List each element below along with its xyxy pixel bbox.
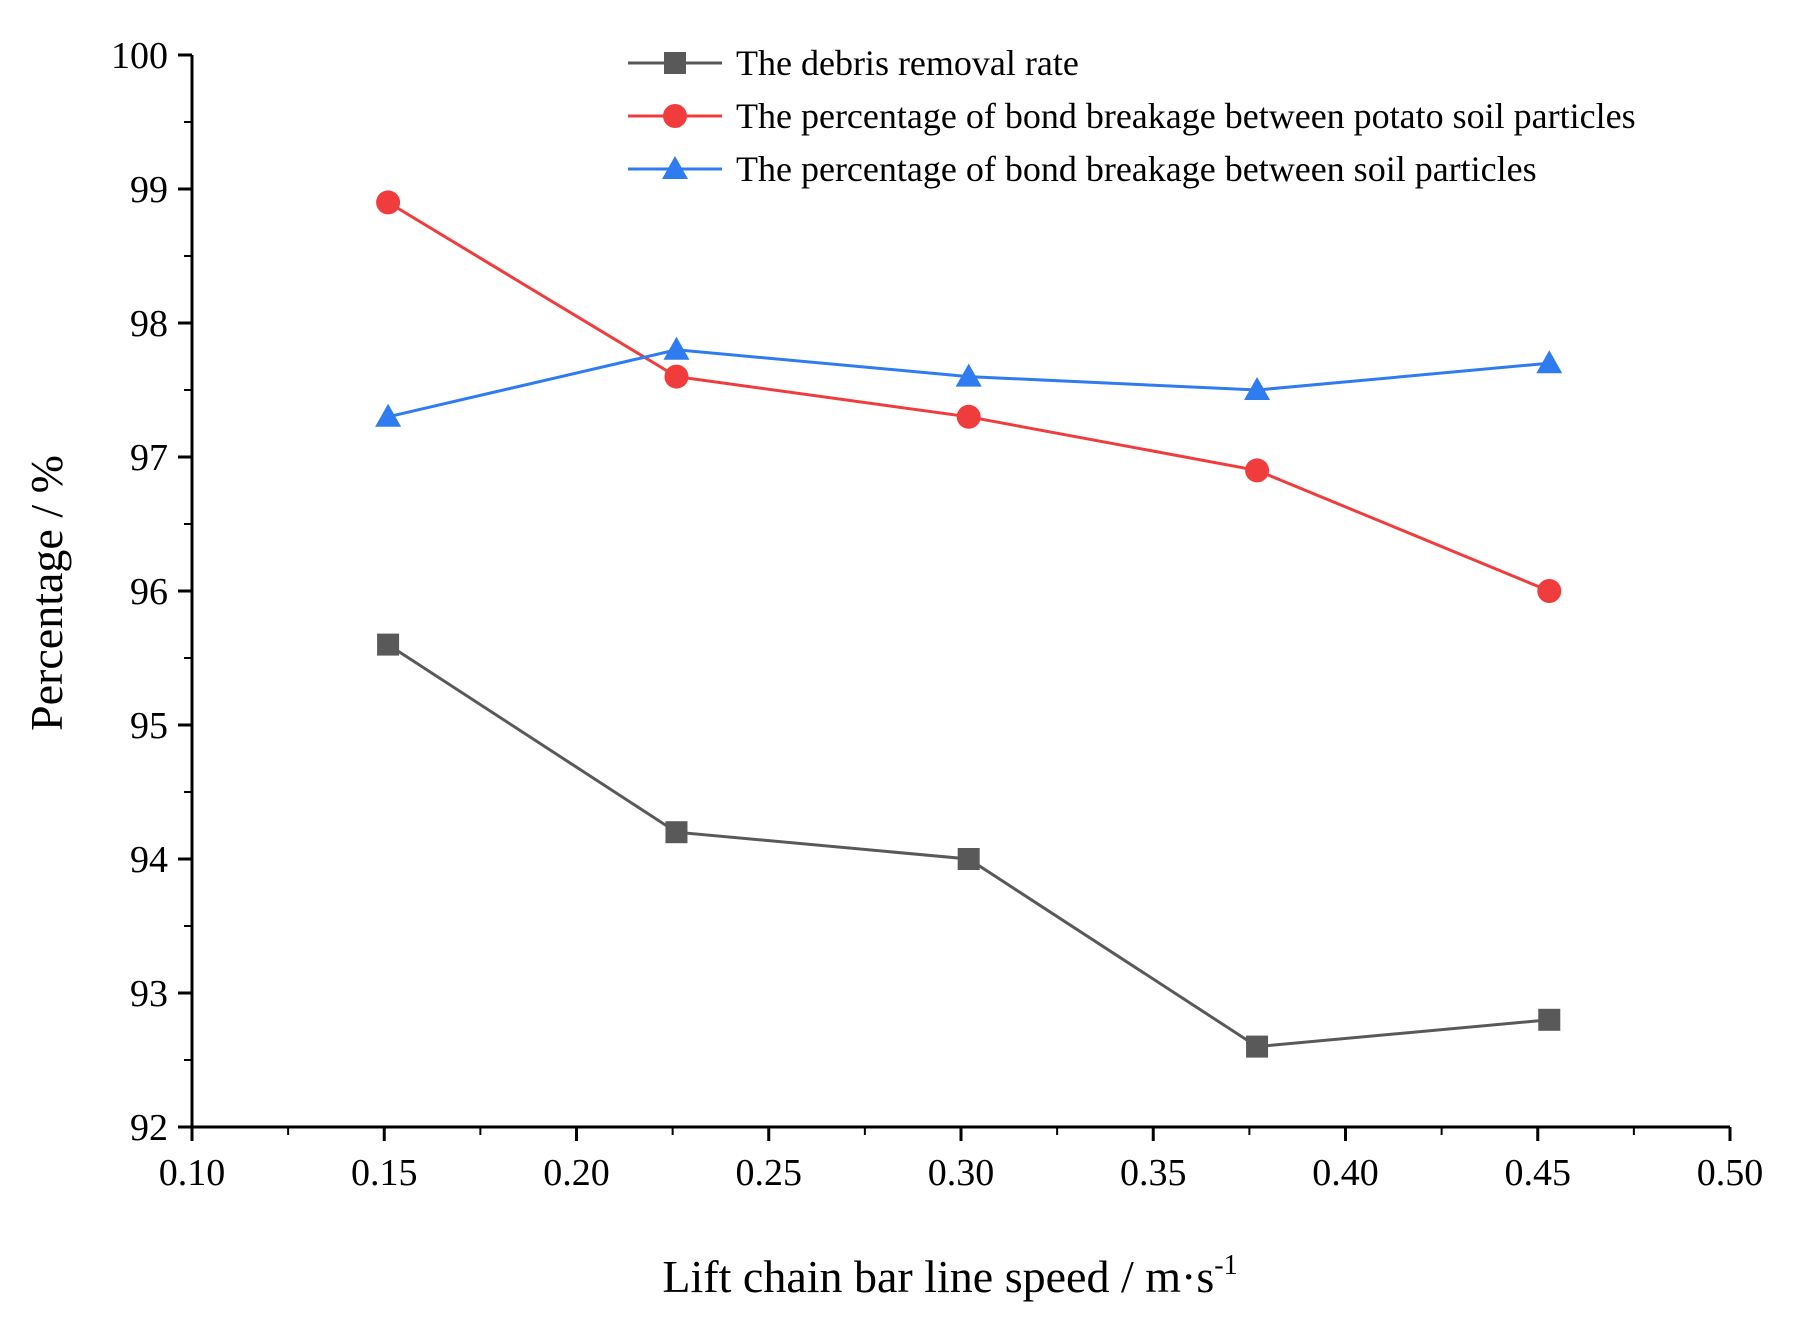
y-tick-label: 92 xyxy=(130,1107,168,1149)
y-tick-label: 98 xyxy=(130,303,168,345)
series-1-point xyxy=(665,821,688,844)
legend-label: The debris removal rate xyxy=(736,43,1079,83)
series-3-point xyxy=(955,363,982,387)
series-1-point xyxy=(957,848,980,870)
series-2-point xyxy=(376,190,401,215)
series-3-point xyxy=(663,336,690,360)
y-tick-label: 95 xyxy=(130,705,168,747)
legend-item: The debris removal rate xyxy=(628,43,1079,83)
x-axis-ticks: 0.10 0.15 0.20 0.25 0.30 0.35 0.40 0.45 0.50 xyxy=(159,1127,1764,1194)
series-3-point xyxy=(1244,377,1271,400)
y-tick-label: 93 xyxy=(130,973,168,1015)
series-2-point xyxy=(664,364,689,389)
y-axis-ticks: 92 93 94 95 96 97 98 99 100 xyxy=(111,35,192,1149)
x-tick-label: 0.30 xyxy=(928,1152,995,1194)
series-1 xyxy=(377,633,1561,1058)
x-tick-label: 0.35 xyxy=(1120,1152,1187,1194)
series-1-line xyxy=(387,643,1550,1049)
series-2-line xyxy=(387,201,1550,593)
y-tick-label: 96 xyxy=(130,571,168,613)
series-2-point xyxy=(956,404,981,429)
series-3 xyxy=(375,336,1563,427)
x-tick-label: 0.10 xyxy=(159,1152,226,1194)
legend-marker xyxy=(664,52,686,74)
axes xyxy=(190,55,1730,1129)
series-1-point xyxy=(1538,1008,1561,1031)
x-axis-title: Lift chain bar line speed / m·s-1 xyxy=(662,1250,1237,1302)
series-1-point xyxy=(1246,1035,1269,1058)
series-2-point xyxy=(1537,579,1562,603)
y-tick-label: 97 xyxy=(130,437,168,479)
series-2 xyxy=(376,190,1562,603)
y-tick-label: 99 xyxy=(130,169,168,211)
x-tick-label: 0.15 xyxy=(351,1152,418,1194)
x-tick-label: 0.40 xyxy=(1312,1152,1379,1194)
y-tick-label: 94 xyxy=(130,839,168,881)
series-1-point xyxy=(377,633,400,656)
legend-item: The percentage of bond breakage between … xyxy=(628,149,1537,189)
series-3-point xyxy=(1536,350,1563,374)
legend-marker xyxy=(662,156,688,179)
x-tick-label: 0.50 xyxy=(1697,1152,1764,1194)
legend-item: The percentage of bond breakage between … xyxy=(628,96,1636,136)
x-tick-label: 0.45 xyxy=(1505,1152,1572,1194)
y-axis-title: Percentage / % xyxy=(21,455,72,731)
series-3-point xyxy=(375,403,402,427)
series-2-point xyxy=(1245,458,1270,483)
legend-label: The percentage of bond breakage between … xyxy=(736,149,1537,189)
legend-marker xyxy=(663,104,687,128)
legend: The debris removal rate The percentage of… xyxy=(628,43,1636,189)
legend-label: The percentage of bond breakage between … xyxy=(736,96,1636,136)
y-tick-label: 100 xyxy=(111,35,168,77)
x-tick-label: 0.25 xyxy=(736,1152,803,1194)
series-layer xyxy=(375,190,1563,1058)
x-tick-label: 0.20 xyxy=(543,1152,610,1194)
